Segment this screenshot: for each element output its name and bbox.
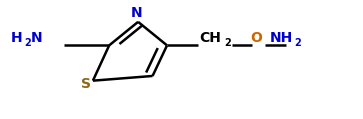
Text: N: N	[131, 5, 143, 20]
Text: O: O	[250, 31, 262, 45]
Text: 2: 2	[224, 38, 231, 48]
Text: S: S	[81, 77, 91, 91]
Text: 2: 2	[294, 38, 301, 48]
Text: 2: 2	[24, 38, 30, 48]
Text: NH: NH	[270, 31, 293, 45]
Text: N: N	[31, 31, 42, 45]
Text: H: H	[11, 31, 23, 45]
Text: CH: CH	[200, 31, 221, 45]
